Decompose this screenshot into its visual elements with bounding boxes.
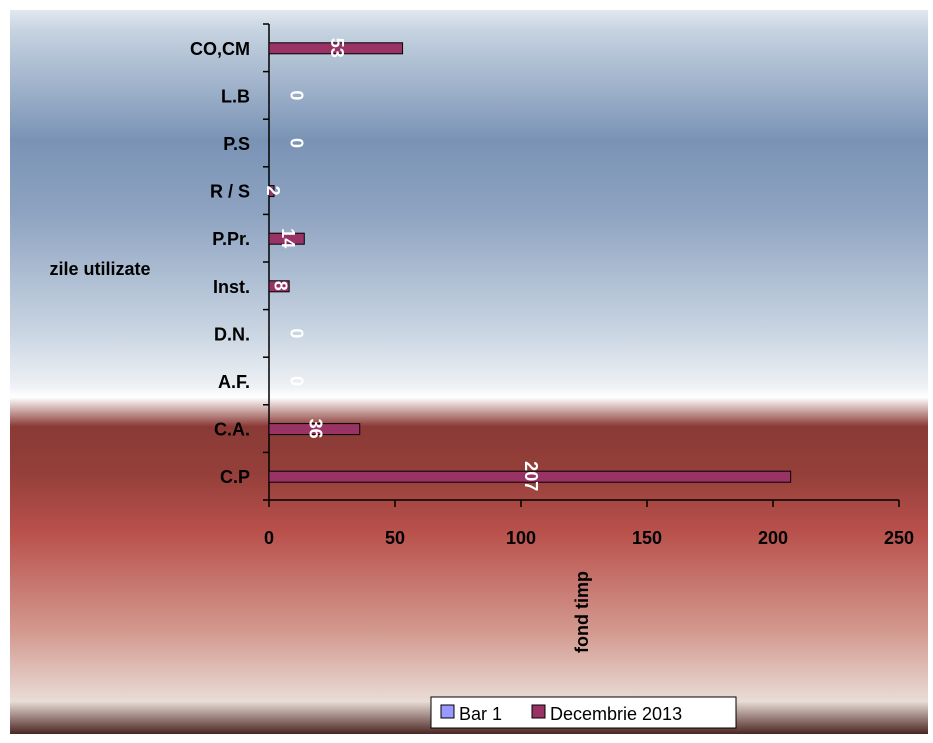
data-label-inst: 8	[270, 281, 290, 291]
data-label-p-s: 0	[286, 138, 306, 148]
data-label-d-n: 0	[286, 328, 306, 338]
bar-decembrie-2013-c-p	[268, 470, 792, 483]
y-axis-title: zile utilizate	[49, 259, 150, 279]
data-label-l-b: 0	[286, 90, 306, 100]
data-label-p-pr: 14	[278, 228, 298, 248]
x-tick-label-0: 0	[264, 528, 274, 548]
legend-label-decembrie-2013: Decembrie 2013	[550, 704, 682, 724]
x-tick-label-50: 50	[385, 528, 405, 548]
data-label-r-s: 2	[263, 186, 283, 196]
x-tick-label-150: 150	[632, 528, 662, 548]
legend-box	[430, 696, 737, 729]
legend-swatch-decembrie-2013	[531, 704, 546, 719]
bar-decembrie-2013-c-a	[268, 423, 361, 436]
bar-decembrie-2013-co-cm	[268, 42, 404, 55]
y-tick-label-p-s: P.S	[223, 134, 250, 154]
axes: 0 50 100 150 200 250C.PC.A.A.F.D.N.Inst.P.Pr.…	[190, 23, 914, 548]
legend-label-bar-1: Bar 1	[459, 704, 502, 724]
y-tick-label-c-p: C.P	[220, 467, 250, 487]
y-tick-label-d-n: D.N.	[214, 324, 250, 344]
y-tick-label-p-pr: P.Pr.	[212, 229, 250, 249]
y-tick-label-r-s: R / S	[210, 182, 250, 202]
bar-decembrie-2013-p-pr	[268, 232, 305, 245]
chart-background	[10, 10, 928, 734]
bars	[268, 42, 792, 483]
x-tick-label-100: 100	[506, 528, 536, 548]
data-label-co-cm: 53	[327, 38, 347, 58]
y-tick-label-c-a: C.A.	[214, 420, 250, 440]
y-tick-label-a-f: A.F.	[218, 372, 250, 392]
y-tick-label-co-cm: CO,CM	[190, 39, 250, 59]
data-label-c-a: 36	[306, 419, 326, 439]
y-tick-label-l-b: L.B	[221, 86, 250, 106]
bar-decembrie-2013-inst	[268, 280, 290, 293]
x-axis-title: fond timp	[572, 571, 592, 653]
legend: Bar 1 Decembrie 2013	[430, 696, 737, 729]
data-label-c-p: 207	[521, 461, 541, 491]
legend-swatch-bar-1	[440, 704, 455, 719]
bar-decembrie-2013-r-s	[268, 185, 275, 198]
x-tick-label-250: 250	[884, 528, 914, 548]
x-tick-label-200: 200	[758, 528, 788, 548]
y-tick-label-inst: Inst.	[213, 277, 250, 297]
data-label-a-f: 0	[286, 376, 306, 386]
